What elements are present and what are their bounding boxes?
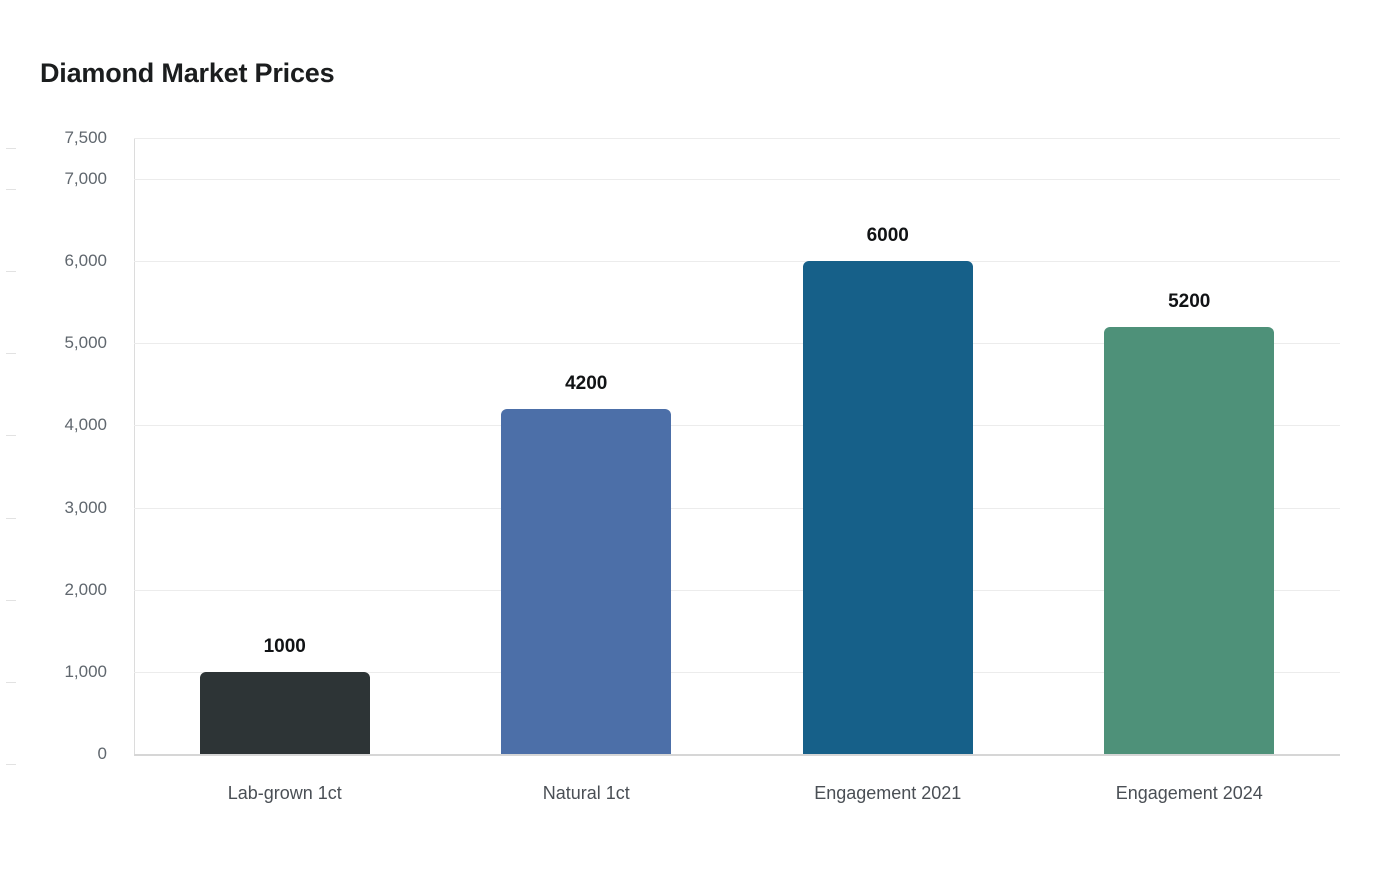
gridline bbox=[134, 261, 1340, 263]
y-axis-tick-label: 5,000 bbox=[6, 333, 107, 355]
x-axis-tick-label: Natural 1ct bbox=[542, 783, 630, 803]
y-axis-tick-mark bbox=[6, 599, 16, 601]
y-axis-line bbox=[134, 138, 135, 755]
x-axis-tick-label: Lab-grown 1ct bbox=[227, 783, 342, 803]
y-axis-tick-mark bbox=[6, 435, 16, 437]
y-axis-tick-label: 1,000 bbox=[6, 662, 107, 683]
x-axis-tick-label: Engagement 2021 bbox=[814, 783, 962, 803]
bar-value-label: 5200 bbox=[1168, 290, 1211, 312]
y-axis-tick-mark bbox=[6, 517, 16, 519]
y-axis-tick-mark bbox=[6, 148, 16, 149]
bar[interactable] bbox=[501, 409, 672, 754]
y-axis-tick-label: 2,000 bbox=[6, 580, 107, 601]
gridline bbox=[134, 179, 1340, 181]
y-axis-tick-label: 7,000 bbox=[6, 169, 107, 191]
y-axis-tick-label: 7,500 bbox=[6, 128, 107, 149]
bar-value-label: 6000 bbox=[866, 225, 909, 247]
bar[interactable] bbox=[1104, 326, 1275, 754]
chart-title: Diamond Market Prices bbox=[40, 58, 335, 88]
y-axis-tick-label: 3,000 bbox=[6, 498, 107, 519]
y-axis-tick-mark bbox=[6, 189, 16, 191]
y-axis-tick-mark bbox=[6, 681, 16, 683]
gridline bbox=[134, 507, 1340, 509]
gridline bbox=[134, 425, 1340, 427]
y-axis-tick-label: 6,000 bbox=[6, 251, 107, 273]
bar[interactable] bbox=[199, 671, 370, 754]
gridline bbox=[134, 589, 1340, 591]
gridline bbox=[134, 343, 1340, 345]
bar[interactable] bbox=[802, 261, 973, 754]
bar-value-label: 1000 bbox=[263, 635, 306, 657]
x-axis-tick-label: Engagement 2024 bbox=[1115, 783, 1263, 803]
gridline bbox=[134, 138, 1340, 139]
axis-baseline bbox=[134, 754, 1340, 756]
y-axis-tick-label: 0 bbox=[6, 744, 107, 765]
y-axis-tick-mark bbox=[6, 764, 16, 765]
bar-value-label: 4200 bbox=[565, 373, 608, 395]
y-axis-tick-mark bbox=[6, 271, 16, 273]
plot-area: 1000 4200 6000 5200 bbox=[134, 138, 1340, 756]
y-axis-tick-mark bbox=[6, 353, 16, 355]
gridline bbox=[134, 671, 1340, 673]
y-axis-tick-label: 4,000 bbox=[6, 415, 107, 437]
